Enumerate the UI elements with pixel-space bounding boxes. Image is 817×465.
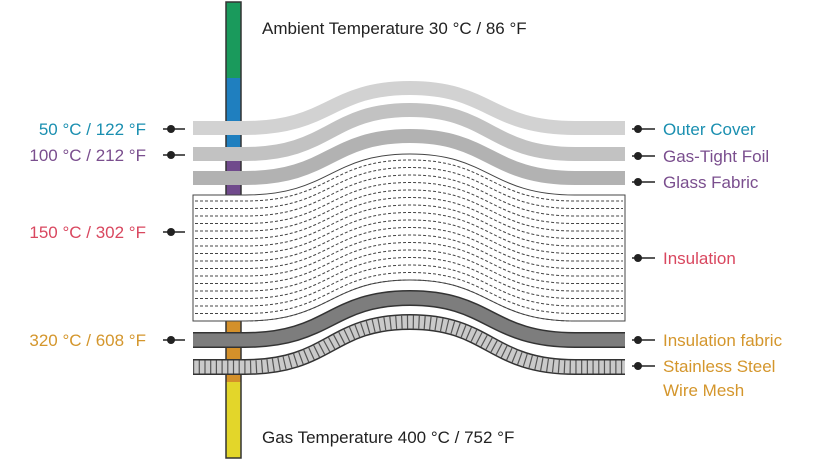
layer-label-insulation-fabric: Insulation fabric	[663, 331, 783, 350]
insulation-dash-line	[195, 196, 623, 239]
ambient-temperature-label: Ambient Temperature 30 °C / 86 °F	[262, 19, 527, 38]
gas-tight-foil-layer	[193, 102, 625, 161]
insulation-dash-line	[195, 234, 623, 277]
insulation-dash-line	[195, 219, 623, 262]
layer-label-insulation: Insulation	[663, 249, 736, 268]
callout-dot	[634, 125, 642, 133]
layer-label-stainless-steel: Stainless Steel	[663, 357, 775, 376]
insulation-dash-line	[195, 271, 623, 314]
callout-dot	[634, 152, 642, 160]
insulation-dash-line	[195, 211, 623, 254]
insulation-fabric-layer	[193, 291, 625, 347]
callout-dot	[167, 151, 175, 159]
outer-cover-layer	[193, 80, 625, 135]
callout-dot	[167, 125, 175, 133]
insulation-dash-line	[195, 159, 623, 202]
insulation-dash-lines	[195, 159, 623, 322]
callout-dot	[634, 362, 642, 370]
temp-label-100: 100 °C / 212 °F	[29, 146, 146, 165]
layer-label-glass-fabric: Glass Fabric	[663, 173, 759, 192]
insulation-dash-line	[195, 174, 623, 217]
layer-label-wire-mesh: Wire Mesh	[663, 381, 744, 400]
callout-dot	[634, 336, 642, 344]
insulation-dash-line	[195, 189, 623, 232]
scale-segment-gas	[226, 382, 241, 458]
glass-fabric-layer	[193, 128, 625, 185]
insulation-dash-line	[195, 256, 623, 299]
layer-label-gas-tight-foil: Gas-Tight Foil	[663, 147, 769, 166]
insulation-dash-line	[195, 241, 623, 284]
insulation-dash-line	[195, 166, 623, 209]
scale-segment-outer	[226, 78, 241, 154]
insulation-layer	[192, 153, 626, 322]
insulation-dash-line	[195, 204, 623, 247]
insulation-dash-line	[195, 249, 623, 292]
temp-label-150: 150 °C / 302 °F	[29, 223, 146, 242]
callout-dot	[167, 228, 175, 236]
callout-dot	[634, 254, 642, 262]
layer-label-outer-cover: Outer Cover	[663, 120, 756, 139]
callout-dot	[167, 336, 175, 344]
gas-temperature-label: Gas Temperature 400 °C / 752 °F	[262, 428, 514, 447]
insulation-dash-line	[195, 226, 623, 269]
callout-dot	[634, 178, 642, 186]
insulation-dash-line	[195, 264, 623, 307]
insulation-dash-line	[195, 279, 623, 322]
insulation-dash-line	[195, 181, 623, 224]
temp-label-50: 50 °C / 122 °F	[39, 120, 146, 139]
left-callouts: 50 °C / 122 °F 100 °C / 212 °F 150 °C / …	[29, 120, 185, 350]
right-callouts: Outer Cover Gas-Tight Foil Glass Fabric …	[632, 120, 783, 400]
temp-label-320: 320 °C / 608 °F	[29, 331, 146, 350]
scale-segment-ambient	[226, 2, 241, 78]
